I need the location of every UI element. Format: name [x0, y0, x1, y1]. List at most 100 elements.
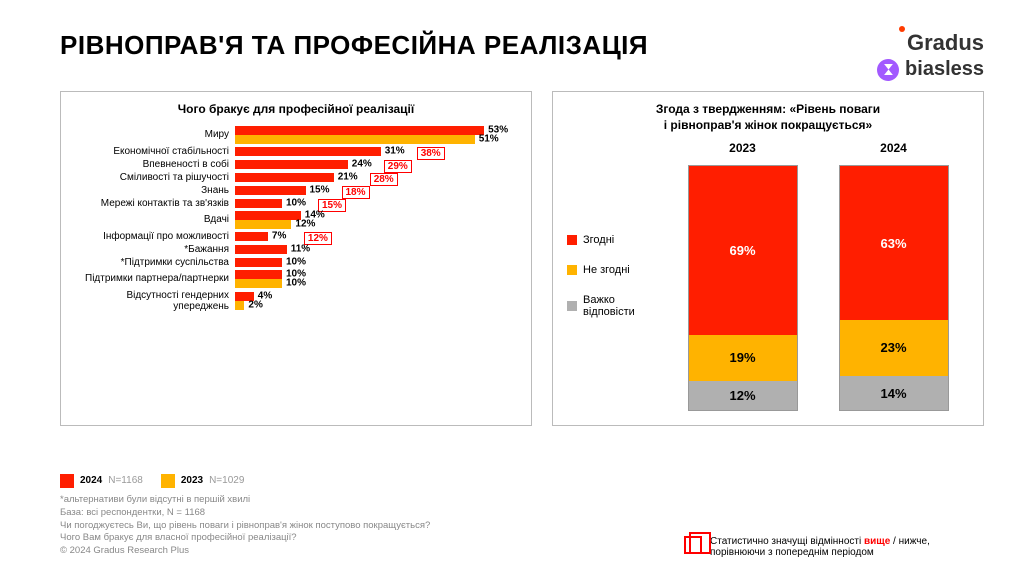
legend-2023-n: N=1029: [209, 474, 244, 488]
bar-2024: 11%: [235, 245, 287, 254]
significance-note: Статистично значущі відмінності вище / н…: [684, 536, 984, 558]
stack-legend-item: Згодні: [567, 234, 657, 246]
stack-legend-swatch: [567, 265, 577, 275]
hbar-bars: 4%2%: [235, 292, 517, 310]
footnotes: *альтернативи були відсутні в першій хви…: [60, 494, 430, 558]
bar-2024-value: 11%: [291, 244, 310, 255]
gradus-wordmark: Gradus: [907, 30, 984, 55]
hbar-bars: 15%18%: [235, 186, 517, 195]
footnote-line: База: всі респондентки, N = 1168: [60, 507, 430, 520]
bar-2024: 14%: [235, 211, 301, 220]
stack-segment: 19%: [689, 335, 797, 381]
bar-2024: 31%: [235, 147, 381, 156]
stack-segment: 69%: [689, 166, 797, 334]
legend-2023-swatch: [161, 474, 175, 488]
bar-2023-value: 51%: [479, 134, 499, 145]
sig-value: 18%: [342, 186, 370, 199]
bar-2024-value: 10%: [286, 198, 306, 209]
hbar-bars: 53%51%: [235, 126, 517, 144]
hbar-bars: 10%10%: [235, 270, 517, 288]
bar-2024: 7%: [235, 232, 268, 241]
bar-2023: 51%: [235, 135, 475, 144]
sig-lo: нижче: [899, 536, 927, 547]
hbar-label: *Підтримки суспільства: [75, 257, 235, 268]
hbar-row: Миру53%51%: [75, 126, 517, 144]
hbar-bars: 31%38%: [235, 147, 517, 156]
page-title: РІВНОПРАВ'Я ТА ПРОФЕСІЙНА РЕАЛІЗАЦІЯ: [60, 30, 648, 61]
hbar-label: Вдачі: [75, 214, 235, 225]
sig-sep: /: [890, 536, 898, 547]
hbar-row: Інформації про можливості7%12%: [75, 231, 517, 242]
hbar-label: *Бажання: [75, 244, 235, 255]
bar-2024: 24%: [235, 160, 348, 169]
hbar-label: Миру: [75, 129, 235, 140]
bar-2023-value: 12%: [295, 219, 315, 230]
hbar-label: Інформації про можливості: [75, 231, 235, 242]
legend-2024: 2024 N=1168: [60, 474, 143, 488]
bar-2023-value: 2%: [248, 300, 262, 311]
biasless-wordmark: biasless: [905, 58, 984, 81]
hourglass-icon: [877, 59, 899, 81]
footnote-line: © 2024 Gradus Research Plus: [60, 545, 430, 558]
gradus-dot-icon: [899, 26, 905, 32]
hbar-bars: 11%: [235, 245, 517, 254]
stack-segment: 14%: [840, 376, 948, 410]
stack-column: 2024 63%23%14%: [834, 141, 954, 411]
hbar-row: Впевненості в собі24%29%: [75, 159, 517, 170]
stack-segment: 63%: [840, 166, 948, 320]
left-chart: Чого бракує для професійної реалізації М…: [60, 91, 532, 426]
significance-text: Статистично значущі відмінності вище / н…: [710, 536, 984, 558]
sig-prefix: Статистично значущі відмінності: [710, 536, 864, 547]
stack-column: 202369%19%12%: [683, 141, 803, 411]
biasless-logo: biasless: [877, 58, 984, 81]
bar-2024-value: 10%: [286, 257, 306, 268]
stack-bar: 63%23%14%: [839, 165, 949, 411]
bar-2024-value: 21%: [338, 172, 358, 183]
hbar-bars: 21%28%: [235, 173, 517, 182]
right-chart-title-l1: Згода з твердженням: «Рівень поваги: [567, 102, 969, 118]
bar-2024: 21%: [235, 173, 334, 182]
brand-logos: Gradus biasless: [877, 30, 984, 81]
bar-2023: 10%: [235, 279, 282, 288]
stack-legend-swatch: [567, 301, 577, 311]
hbar-row: Мережі контактів та зв'язків10%15%: [75, 198, 517, 209]
hbar-row: *Підтримки суспільства 10%: [75, 257, 517, 268]
stack-legend-swatch: [567, 235, 577, 245]
stack-segment: 23%: [840, 320, 948, 376]
bar-2024: 15%: [235, 186, 306, 195]
bar-2023-value: 10%: [286, 278, 306, 289]
stack-legend: Згодні Не згодні Важко відповісти: [567, 141, 657, 411]
bar-2023: 12%: [235, 220, 291, 229]
hbar-row: Підтримки партнера/партнерки10%10%: [75, 270, 517, 288]
legend-2024-label: 2024: [80, 474, 102, 488]
bar-2024-value: 31%: [385, 146, 405, 157]
hbar-row: Знань15%18%: [75, 185, 517, 196]
right-chart-title: Згода з твердженням: «Рівень поваги і рі…: [567, 102, 969, 133]
legend-2024-n: N=1168: [108, 474, 143, 488]
bottom-left-block: 2024 N=1168 2023 N=1029 *альтернативи бу…: [60, 474, 430, 558]
stack-legend-label: Важко відповісти: [583, 294, 657, 318]
stack-legend-label: Не згодні: [583, 264, 630, 276]
hbar-label: Знань: [75, 185, 235, 196]
bar-2023: 2%: [235, 301, 244, 310]
legend-2023-label: 2023: [181, 474, 203, 488]
footnote-line: Чого Вам бракує для власної професійної …: [60, 532, 430, 545]
year-legend: 2024 N=1168 2023 N=1029: [60, 474, 430, 488]
sig-value: 28%: [370, 173, 398, 186]
bar-2024: 10%: [235, 199, 282, 208]
stack-year-label: 2023: [729, 141, 756, 155]
stack-year-label: 2024: [880, 141, 907, 155]
footnote-line: *альтернативи були відсутні в першій хви…: [60, 494, 430, 507]
legend-2023: 2023 N=1029: [161, 474, 245, 488]
bar-2024-value: 15%: [310, 185, 330, 196]
sig-value: 38%: [417, 147, 445, 160]
hbar-bars: 14%12%: [235, 211, 517, 229]
hbar-label: Мережі контактів та зв'язків: [75, 198, 235, 209]
hbar-row: Економічної стабільності31%38%: [75, 146, 517, 157]
legend-2024-swatch: [60, 474, 74, 488]
hbar-row: Вдачі14%12%: [75, 211, 517, 229]
hbar-bars: 7%12%: [235, 232, 517, 241]
bar-2024: 10%: [235, 270, 282, 279]
hbar-label: Підтримки партнера/партнерки: [75, 273, 235, 284]
bar-2024-value: 7%: [272, 231, 286, 242]
